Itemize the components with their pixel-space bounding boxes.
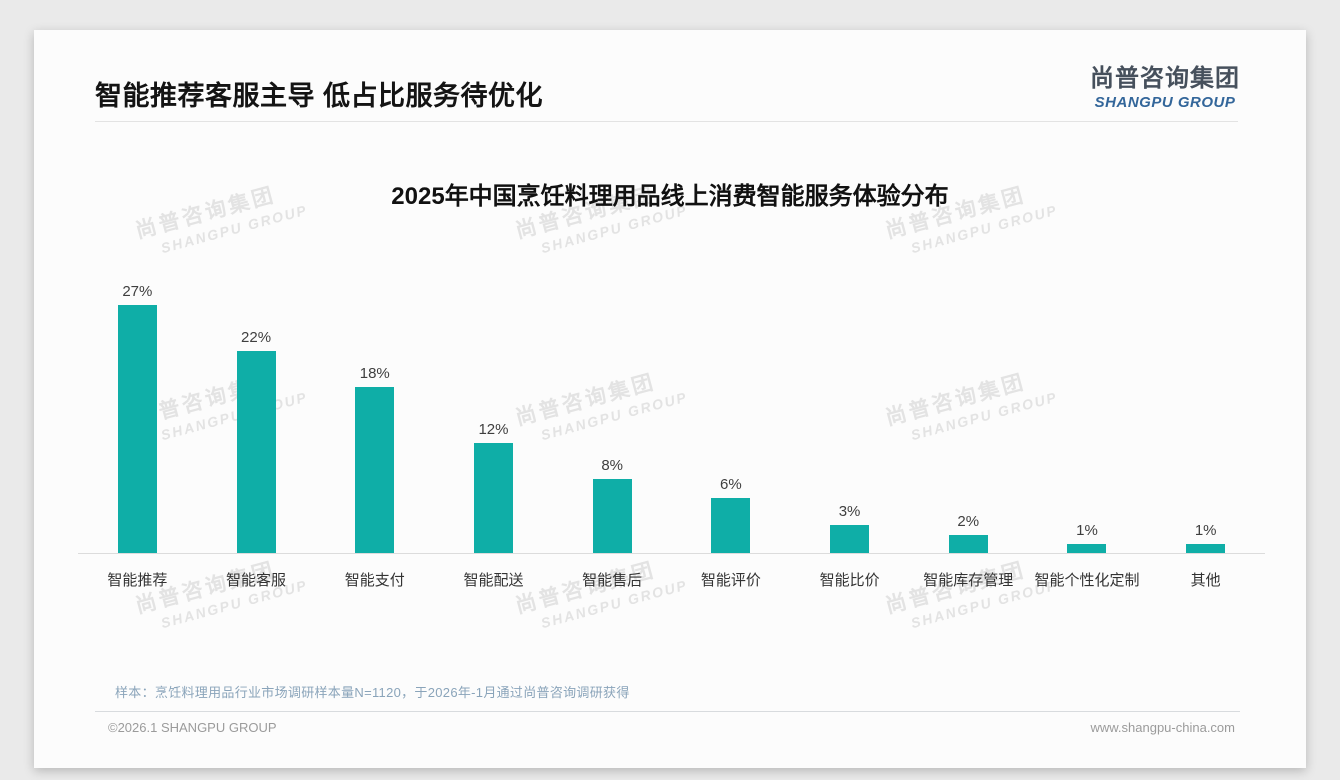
bar-column: 1% — [1146, 522, 1265, 553]
bar-chart: 27% 22% 18% 12% 8% 6% 3% 2% 1% 1% 智能推荐 智能客服 智能支付 智能配… — [78, 260, 1265, 590]
bar — [355, 387, 395, 553]
plot: 27% 22% 18% 12% 8% 6% 3% 2% 1% 1% — [78, 260, 1265, 554]
bar-value-label: 1% — [1194, 521, 1217, 539]
bar — [117, 304, 157, 553]
bar — [711, 497, 751, 553]
category-label: 智能售后 — [582, 572, 643, 589]
bar-value-label: 2% — [957, 512, 980, 530]
bar-column: 8% — [553, 457, 672, 553]
bar-column: 3% — [790, 503, 909, 553]
category-label: 智能配送 — [463, 572, 524, 589]
bar-value-label: 22% — [241, 328, 272, 346]
bar-value-label: 3% — [838, 503, 861, 521]
website-url: www.shangpu-china.com — [1090, 720, 1235, 735]
bar — [473, 442, 513, 553]
bar-column: 1% — [1028, 522, 1147, 553]
footer-divider — [95, 711, 1240, 712]
bar — [592, 479, 632, 553]
bar-value-label: 1% — [1076, 521, 1098, 539]
category-label: 智能评价 — [700, 572, 761, 589]
copyright-text: ©2026.1 SHANGPU GROUP — [108, 720, 277, 735]
header-divider — [95, 121, 1238, 122]
logo-chinese-text: 尚普咨询集团 — [1090, 65, 1240, 92]
logo-english-text: SHANGPU GROUP — [1094, 94, 1236, 111]
category-label: 智能客服 — [226, 572, 287, 589]
bar — [1067, 543, 1107, 553]
bar-column: 22% — [197, 329, 316, 553]
category-label: 智能比价 — [819, 572, 880, 589]
page-title: 智能推荐客服主导 低占比服务待优化 — [95, 81, 544, 111]
category-label: 智能支付 — [344, 572, 405, 589]
slide-card: 尚普咨询集团 SHANGPU GROUP 尚普咨询集团 SHANGPU GROUP 尚普… — [34, 30, 1306, 768]
bar-column: 6% — [672, 476, 791, 553]
category-label: 智能库存管理 — [923, 572, 1014, 589]
bar — [948, 534, 988, 553]
bar-column: 2% — [909, 513, 1028, 553]
bar-value-label: 12% — [478, 420, 509, 438]
bar — [1186, 543, 1226, 553]
bar-column: 12% — [434, 421, 553, 553]
category-label: 其他 — [1190, 572, 1221, 589]
bar-value-label: 8% — [601, 457, 623, 475]
bar — [830, 525, 870, 553]
bar-value-label: 6% — [720, 475, 742, 493]
chart-title: 2025年中国烹饪料理用品线上消费智能服务体验分布 — [391, 183, 949, 210]
sample-footnote: 样本：烹饪料理用品行业市场调研样本量N=1120，于2026年-1月通过尚普咨询… — [115, 685, 630, 700]
bar-value-label: 18% — [359, 365, 390, 383]
category-row: 智能推荐 智能客服 智能支付 智能配送 智能售后 智能评价 智能比价 智能库存管理 智能个性化定… — [78, 554, 1265, 590]
bar — [236, 350, 276, 553]
company-logo: 尚普咨询集团 SHANGPU GROUP — [1090, 58, 1240, 111]
category-label: 智能个性化定制 — [1034, 572, 1140, 589]
bar-value-label: 27% — [122, 282, 153, 300]
bar-column: 27% — [78, 283, 197, 553]
bar-column: 18% — [315, 365, 434, 553]
category-label: 智能推荐 — [107, 572, 168, 589]
